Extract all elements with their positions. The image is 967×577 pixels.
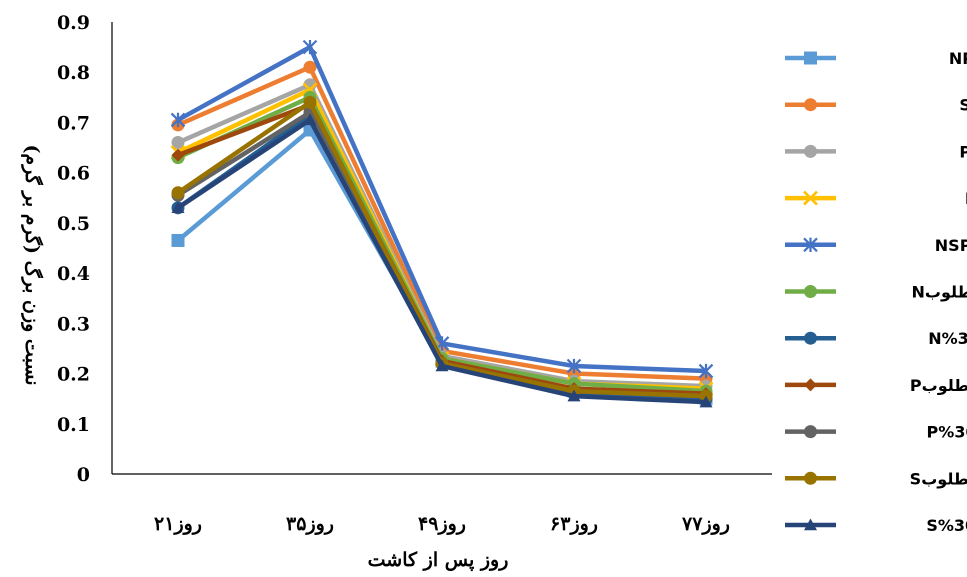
legend-item: NPS=0 شاهد (785, 49, 967, 68)
data-point (303, 95, 317, 109)
data-point (435, 359, 449, 372)
y-tick-label: 0.9 (57, 12, 90, 34)
legend-marker (804, 144, 817, 158)
data-point (566, 358, 582, 374)
y-tick-label: 0.2 (57, 364, 90, 386)
x-tick-label: ۶۳روز (550, 513, 598, 535)
legend-label: S=0مطلوبNP (959, 96, 967, 115)
legend-label: N=0مطلوب SP (965, 189, 967, 208)
y-tick-label: 0.5 (57, 213, 90, 235)
legend-item: N=0مطلوب SP (785, 189, 967, 208)
legend-label: مطلوبS (910, 469, 967, 488)
x-tick-label: ۳۵روز (286, 513, 334, 535)
y-tick-label: 0.7 (57, 112, 90, 134)
legend-item: P=0مطلوبNS (785, 142, 967, 161)
legend-item: کمتر30%P (785, 423, 967, 442)
legend-label: مطلوبNSP (935, 236, 967, 255)
y-tick-label: 0.3 (57, 313, 90, 335)
x-tick-label: ۲۱روز (154, 513, 202, 535)
data-point (699, 395, 713, 408)
legend-marker (804, 425, 817, 439)
series-layer (170, 39, 714, 408)
legend-label: مطلوبN (912, 283, 967, 302)
x-axis-title: روز پس از کاشت (368, 549, 509, 571)
legend-item: مطلوبNSP (785, 236, 967, 255)
y-tick-label: 0.4 (57, 263, 90, 285)
data-point (303, 60, 317, 74)
y-tick-label: 0 (77, 464, 90, 486)
legend-item: S=0مطلوبNP (785, 96, 967, 115)
legend-marker (804, 471, 817, 485)
data-point (171, 201, 185, 214)
data-point (567, 389, 581, 402)
data-point (170, 112, 186, 128)
data-point (698, 363, 714, 379)
legend-item: کمتر30%N (785, 329, 967, 348)
legend-marker (803, 237, 818, 253)
legend-marker (804, 285, 817, 298)
x-axis-ticks: ۲۱روز ۳۵روز ۴۹روز ۶۳روز ۷۷روز (154, 513, 730, 535)
series-group (170, 39, 714, 379)
data-point (171, 186, 185, 200)
series-line (176, 44, 707, 374)
legend-label: کمتر30%N (928, 329, 967, 348)
legend-item: مطلوبP (785, 376, 967, 395)
legend-label: کمتر30%P (927, 423, 967, 442)
legend-item: کمتر30%S (785, 516, 967, 535)
legend-marker (803, 190, 818, 206)
legend-marker (804, 331, 817, 345)
y-tick-label: 0.6 (57, 163, 90, 185)
data-point (171, 233, 185, 247)
data-point (303, 113, 317, 126)
x-tick-label: ۴۹روز (418, 513, 466, 535)
series-group (171, 113, 713, 408)
data-point (302, 39, 318, 55)
legend-label: P=0مطلوبNS (959, 142, 967, 161)
legend-item: مطلوبS (785, 469, 967, 488)
y-axis-ticks: 0 0.1 0.2 0.3 0.4 0.5 0.6 0.7 0.8 0.9 (57, 12, 90, 486)
legend-marker (804, 51, 817, 65)
legend-marker (804, 98, 817, 112)
y-axis-title: نسبت وزن برگ (گرم بر گرم) (21, 144, 44, 385)
data-point (171, 136, 185, 150)
legend-label: NPS=0 شاهد (949, 49, 967, 68)
legend-marker (804, 518, 817, 531)
legend-marker (804, 378, 817, 392)
data-point (171, 148, 185, 162)
legend-label: مطلوبP (910, 376, 967, 395)
plot-area (111, 22, 772, 475)
legend-label: کمتر30%S (926, 516, 967, 535)
y-tick-label: 0.1 (57, 414, 90, 436)
y-tick-label: 0.8 (57, 62, 90, 84)
legend: NPS=0 شاهد S=0مطلوبNP P=0مطلوبNS N=0مطلوب S… (785, 49, 967, 535)
x-tick-label: ۷۷روز (681, 513, 730, 535)
legend-item: مطلوبN (785, 283, 967, 302)
